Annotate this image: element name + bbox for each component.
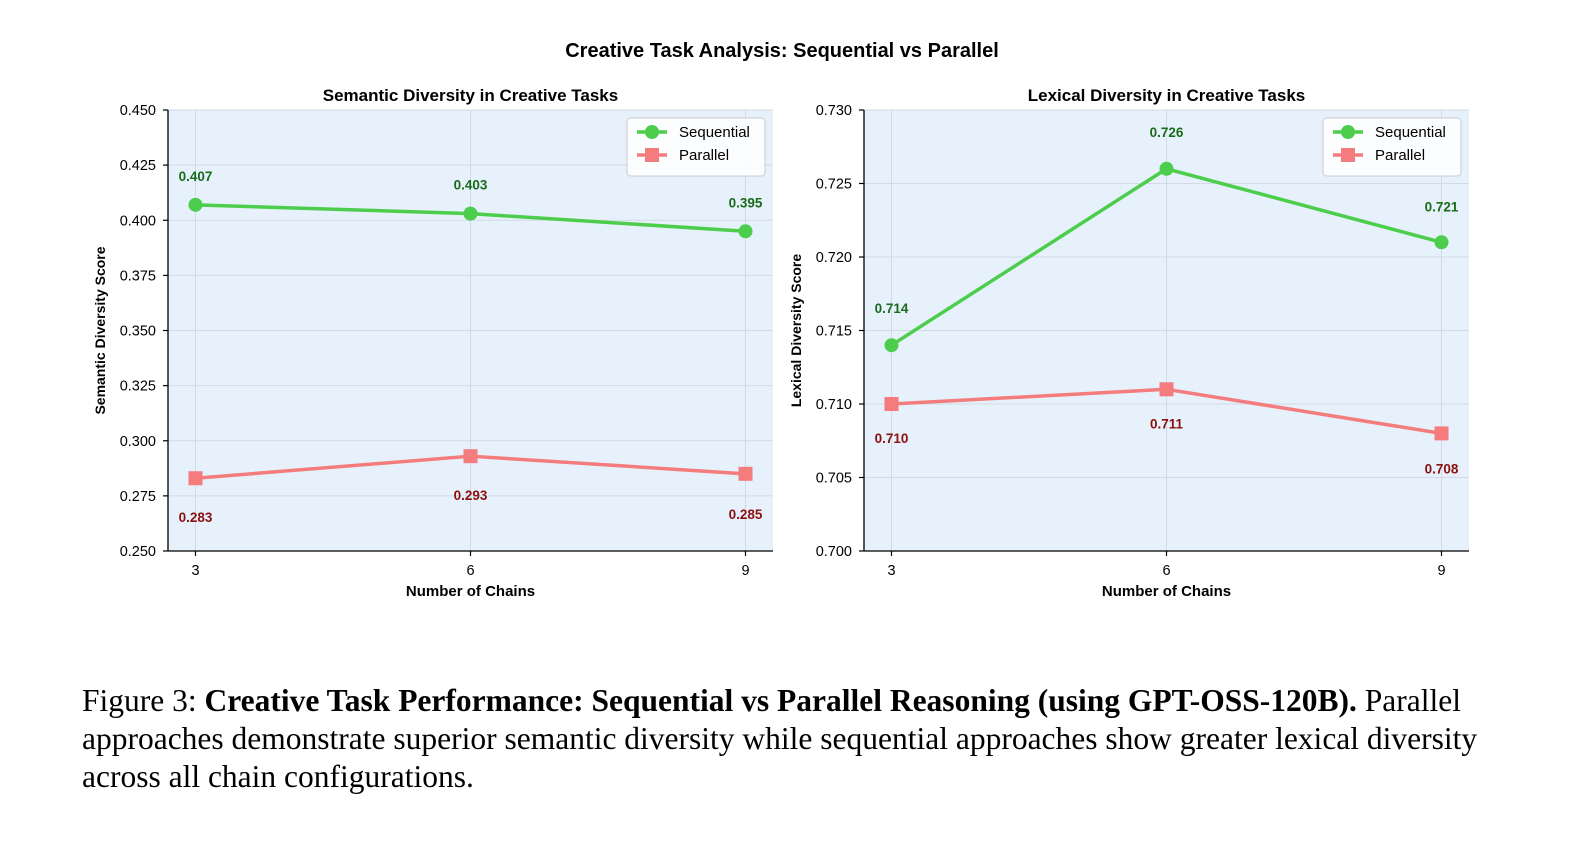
data-point-sequential (1434, 235, 1449, 250)
data-label-sequential: 0.403 (454, 178, 488, 193)
legend-marker (645, 148, 659, 162)
figure-suptitle: Creative Task Analysis: Sequential vs Pa… (565, 40, 999, 62)
legend-label-parallel: Parallel (1375, 147, 1425, 164)
data-label-parallel: 0.285 (729, 507, 763, 522)
data-point-sequential (1159, 161, 1174, 176)
x-tick-label: 6 (1162, 563, 1170, 579)
legend-label-parallel: Parallel (679, 147, 729, 164)
legend-label-sequential: Sequential (679, 124, 750, 141)
data-label-parallel: 0.708 (1425, 461, 1459, 476)
y-tick-label: 0.720 (816, 250, 852, 266)
y-tick-label: 0.325 (120, 379, 156, 395)
y-tick-label: 0.350 (120, 324, 156, 340)
x-tick-label: 6 (466, 563, 474, 579)
data-label-parallel: 0.283 (179, 510, 213, 525)
data-label-sequential: 0.726 (1150, 125, 1184, 140)
x-tick-label: 3 (887, 563, 895, 579)
x-axis-label: Number of Chains (1102, 583, 1231, 600)
data-label-sequential: 0.721 (1425, 199, 1459, 214)
data-label-parallel: 0.711 (1150, 416, 1184, 431)
legend-label-sequential: Sequential (1375, 124, 1446, 141)
y-tick-label: 0.710 (816, 397, 852, 413)
data-label-parallel: 0.293 (454, 488, 488, 503)
data-label-sequential: 0.407 (179, 169, 213, 184)
y-tick-label: 0.250 (120, 544, 156, 560)
data-point-parallel (738, 466, 753, 481)
y-tick-label: 0.400 (120, 213, 156, 229)
data-label-sequential: 0.395 (729, 195, 763, 210)
data-point-parallel (1434, 426, 1449, 441)
caption-label: Figure 3: (82, 683, 197, 718)
data-label-parallel: 0.710 (875, 431, 909, 446)
y-tick-label: 0.375 (120, 268, 156, 284)
y-tick-label: 0.715 (816, 324, 852, 340)
y-axis-label: Semantic Diversity Score (92, 246, 108, 414)
caption-bold-title: Creative Task Performance: Sequential vs… (204, 683, 1357, 718)
x-tick-label: 3 (191, 563, 199, 579)
legend-marker (1341, 148, 1355, 162)
y-tick-label: 0.275 (120, 489, 156, 505)
y-tick-label: 0.425 (120, 158, 156, 174)
data-point-parallel (463, 449, 478, 464)
caption-body: Parallel approaches demonstrate superior… (82, 683, 1478, 794)
figure-caption: Figure 3: Creative Task Performance: Seq… (82, 682, 1502, 796)
y-tick-label: 0.730 (816, 103, 852, 119)
legend-marker (1341, 125, 1355, 139)
data-label-sequential: 0.714 (875, 301, 909, 316)
chart-title: Semantic Diversity in Creative Tasks (323, 86, 618, 105)
data-point-parallel (1159, 382, 1174, 397)
data-point-sequential (738, 224, 753, 239)
x-tick-label: 9 (1437, 563, 1445, 579)
lexical-diversity-chart: 0.700 0.705 0.710 0.715 0.720 0.725 0.730 3 6 9 Le… (788, 86, 1469, 600)
x-axis-label: Number of Chains (406, 583, 535, 600)
data-point-sequential (884, 338, 899, 353)
y-tick-label: 0.705 (816, 471, 852, 487)
legend-marker (645, 125, 659, 139)
y-tick-label: 0.700 (816, 544, 852, 560)
x-tick-label: 9 (741, 563, 749, 579)
data-point-parallel (884, 397, 899, 411)
data-point-sequential (188, 197, 203, 212)
y-tick-label: 0.450 (120, 103, 156, 119)
figure: Creative Task Analysis: Sequential vs Pa… (92, 40, 1469, 600)
chart-title: Lexical Diversity in Creative Tasks (1028, 86, 1306, 105)
y-tick-label: 0.725 (816, 177, 852, 193)
data-point-parallel (188, 471, 203, 486)
y-tick-label: 0.300 (120, 434, 156, 450)
semantic-diversity-chart: 0.250 0.275 0.300 0.325 0.350 0.375 0.400 0.425… (92, 86, 773, 600)
data-point-sequential (463, 206, 478, 221)
y-axis-label: Lexical Diversity Score (788, 254, 804, 408)
